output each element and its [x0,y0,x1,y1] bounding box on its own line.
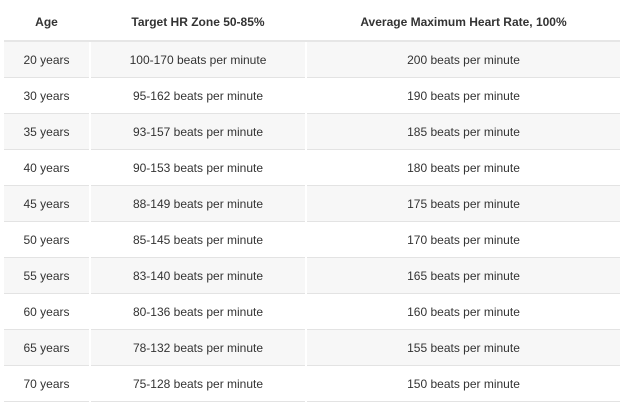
cell-target-zone: 93-157 beats per minute [89,113,306,150]
cell-max-rate: 180 beats per minute [305,149,620,186]
cell-age: 55 years [4,257,90,294]
header-row: Age Target HR Zone 50-85% Average Maximu… [4,4,620,42]
table-row: 50 years 85-145 beats per minute 170 bea… [4,221,620,258]
cell-target-zone: 80-136 beats per minute [89,293,306,330]
heart-rate-table: Age Target HR Zone 50-85% Average Maximu… [4,4,620,402]
cell-age: 60 years [4,293,90,330]
table-row: 35 years 93-157 beats per minute 185 bea… [4,113,620,150]
cell-target-zone: 83-140 beats per minute [89,257,306,294]
cell-age: 70 years [4,365,90,402]
cell-age: 30 years [4,77,90,114]
cell-age: 35 years [4,113,90,150]
cell-max-rate: 175 beats per minute [305,185,620,222]
header-average-max-heart-rate: Average Maximum Heart Rate, 100% [305,4,620,42]
cell-max-rate: 150 beats per minute [305,365,620,402]
cell-age: 20 years [4,40,90,78]
cell-age: 50 years [4,221,90,258]
cell-max-rate: 185 beats per minute [305,113,620,150]
cell-target-zone: 88-149 beats per minute [89,185,306,222]
table-row: 20 years 100-170 beats per minute 200 be… [4,40,620,78]
cell-max-rate: 155 beats per minute [305,329,620,366]
cell-max-rate: 165 beats per minute [305,257,620,294]
cell-max-rate: 190 beats per minute [305,77,620,114]
table-row: 65 years 78-132 beats per minute 155 bea… [4,329,620,366]
table-row: 55 years 83-140 beats per minute 165 bea… [4,257,620,294]
cell-target-zone: 95-162 beats per minute [89,77,306,114]
cell-age: 45 years [4,185,90,222]
cell-max-rate: 160 beats per minute [305,293,620,330]
table-body: 20 years 100-170 beats per minute 200 be… [4,40,620,402]
table-row: 45 years 88-149 beats per minute 175 bea… [4,185,620,222]
table-header: Age Target HR Zone 50-85% Average Maximu… [4,4,620,42]
cell-target-zone: 90-153 beats per minute [89,149,306,186]
cell-age: 40 years [4,149,90,186]
cell-target-zone: 85-145 beats per minute [89,221,306,258]
header-target-hr-zone: Target HR Zone 50-85% [89,4,306,42]
cell-age: 65 years [4,329,90,366]
cell-max-rate: 170 beats per minute [305,221,620,258]
header-age: Age [4,4,90,42]
table-row: 60 years 80-136 beats per minute 160 bea… [4,293,620,330]
cell-max-rate: 200 beats per minute [305,40,620,78]
table-row: 40 years 90-153 beats per minute 180 bea… [4,149,620,186]
table-row: 70 years 75-128 beats per minute 150 bea… [4,365,620,402]
cell-target-zone: 100-170 beats per minute [89,40,306,78]
cell-target-zone: 75-128 beats per minute [89,365,306,402]
cell-target-zone: 78-132 beats per minute [89,329,306,366]
table-row: 30 years 95-162 beats per minute 190 bea… [4,77,620,114]
